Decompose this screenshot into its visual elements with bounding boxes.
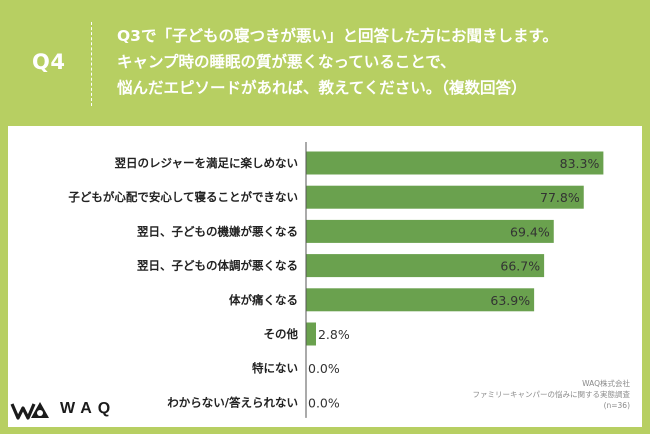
bar xyxy=(306,219,554,243)
bar xyxy=(306,322,316,346)
category-label: 体が痛くなる xyxy=(229,293,298,307)
category-label: その他 xyxy=(264,327,299,341)
header: Q4 Q3で「子どもの寝つきが悪い」と回答した方にお聞きします。 キャンプ時の睡… xyxy=(0,0,650,122)
value-label: 77.8% xyxy=(540,190,580,205)
question-line: Q3で「子どもの寝つきが悪い」と回答した方にお聞きします。 xyxy=(117,27,558,45)
source-note: WAQ株式会社 ファミリーキャンパーの悩みに関する実態調査 (n=36) xyxy=(473,378,631,411)
waq-logo-icon xyxy=(10,402,49,420)
value-label: 63.9% xyxy=(490,293,530,308)
category-label: 翌日、子どもの機嫌が悪くなる xyxy=(137,224,298,238)
question-text: Q3で「子どもの寝つきが悪い」と回答した方にお聞きします。 キャンプ時の睡眠の質… xyxy=(117,23,642,101)
question-line: キャンプ時の睡眠の質が悪くなっていることで、 xyxy=(117,53,456,71)
bar-chart: 翌日のレジャーを満足に楽しめない 83.3% 子どもが心配で安心して寝ることができな… xyxy=(68,142,604,418)
bar xyxy=(306,288,535,312)
logo-text: WAQ xyxy=(60,400,117,417)
bar xyxy=(306,185,584,209)
header-divider xyxy=(91,22,92,106)
question-line: 悩んだエピソードがあれば、教えてください。（複数回答） xyxy=(117,79,527,97)
question-number: Q4 xyxy=(32,50,66,74)
chart-panel: 翌日のレジャーを満足に楽しめない 83.3% 子どもが心配で安心して寝ることができな… xyxy=(8,126,642,427)
value-label: 2.8% xyxy=(318,327,350,342)
bar xyxy=(306,151,604,175)
category-label: 特にない xyxy=(252,361,298,375)
value-label: 0.0% xyxy=(308,361,340,376)
value-label: 66.7% xyxy=(500,259,540,274)
category-label: 翌日、子どもの体調が悪くなる xyxy=(137,259,298,273)
value-label: 83.3% xyxy=(560,156,600,171)
source-company: WAQ株式会社 xyxy=(582,379,630,388)
category-label: わからない/答えられない xyxy=(167,395,298,409)
category-label: 子どもが心配で安心して寝ることができない xyxy=(68,190,298,204)
brand-logo: WAQ xyxy=(10,398,130,424)
source-survey: ファミリーキャンパーの悩みに関する実態調査 xyxy=(472,390,631,399)
value-label: 0.0% xyxy=(308,395,340,410)
sample-size: (n=36) xyxy=(603,401,630,410)
value-label: 69.4% xyxy=(510,224,550,239)
category-label: 翌日のレジャーを満足に楽しめない xyxy=(115,156,298,170)
bar xyxy=(306,254,545,278)
